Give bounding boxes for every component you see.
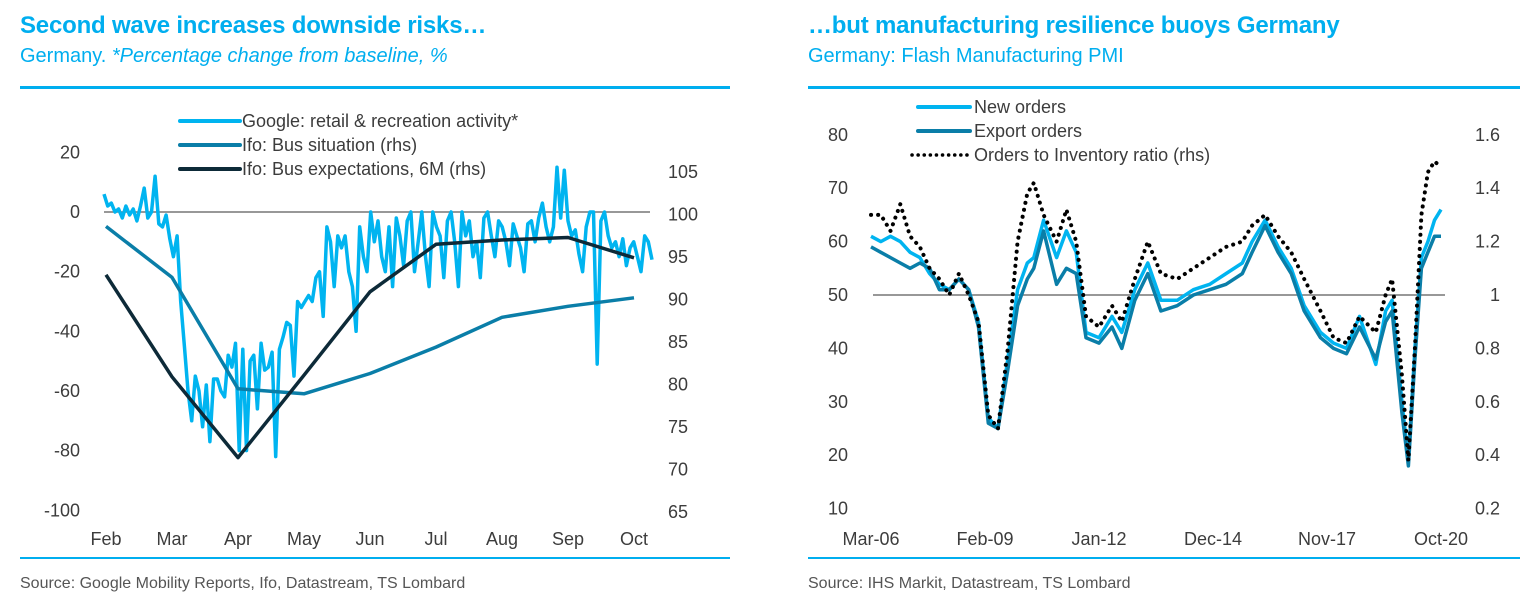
series-google-retail-line xyxy=(102,165,654,459)
x-axis-tick-label: Jan-12 xyxy=(1071,529,1126,549)
left-axis-tick-label: -60 xyxy=(54,381,80,401)
left-axis-tick-label: -80 xyxy=(54,441,80,461)
right-axis-tick-label: 80 xyxy=(668,375,688,395)
left-top-rule xyxy=(20,86,730,89)
left-axis-tick-label: 70 xyxy=(828,178,848,198)
x-axis-tick-label: Sep xyxy=(552,529,584,549)
left-axis-tick-label: 20 xyxy=(60,142,80,162)
legend-label: Ifo: Bus expectations, 6M (rhs) xyxy=(242,159,486,179)
x-axis-tick-label: Mar-06 xyxy=(842,529,899,549)
x-axis-tick-label: Oct xyxy=(620,529,648,549)
x-axis-tick-label: Jun xyxy=(355,529,384,549)
right-axis-tick-label: 1 xyxy=(1490,285,1500,305)
right-subtitle-plain: Germany: Flash Manufacturing PMI xyxy=(808,45,1124,67)
x-axis-tick-label: Apr xyxy=(224,529,252,549)
left-chart-source: Source: Google Mobility Reports, Ifo, Da… xyxy=(20,575,466,592)
right-axis-tick-label: 100 xyxy=(668,205,698,225)
left-chart: 20 0 -20 -40 -60 -80 -100 105 100 95 90 85 80 75 70 65 F… xyxy=(44,111,698,549)
left-axis-tick-label: -100 xyxy=(44,500,80,520)
left-axis-tick-label: 0 xyxy=(70,202,80,222)
legend-label: Ifo: Bus situation (rhs) xyxy=(242,135,417,155)
right-chart-title: …but manufacturing resilience buoys Germ… xyxy=(808,12,1340,39)
left-subtitle-plain: Germany. xyxy=(20,45,107,67)
right-axis-tick-label: 0.4 xyxy=(1475,445,1500,465)
x-axis-tick-label: Feb-09 xyxy=(956,529,1013,549)
x-axis-tick-label: May xyxy=(287,529,321,549)
left-axis-tick-label: 30 xyxy=(828,392,848,412)
legend-label: Export orders xyxy=(974,121,1082,141)
x-axis-tick-label: Dec-14 xyxy=(1184,529,1242,549)
right-axis-tick-label: 0.6 xyxy=(1475,392,1500,412)
x-axis-tick-label: Aug xyxy=(486,529,518,549)
right-axis-tick-label: 1.6 xyxy=(1475,125,1500,145)
series-export-orders-line xyxy=(870,223,1441,468)
left-chart-title: Second wave increases downside risks… xyxy=(20,12,487,39)
series-ifo-bus-expectations-line xyxy=(104,235,635,460)
right-chart-subtitle: Germany: Flash Manufacturing PMI xyxy=(808,45,1124,68)
right-axis-tick-label: 65 xyxy=(668,502,688,522)
x-axis-tick-label: Feb xyxy=(90,529,121,549)
series-orders-inventory-ratio-line xyxy=(869,159,1443,463)
left-chart-subtitle: Germany. *Percentage change from baselin… xyxy=(20,45,448,68)
right-axis-tick-label: 85 xyxy=(668,332,688,352)
series-ifo-bus-situation-line xyxy=(104,225,635,396)
left-bottom-rule xyxy=(20,557,730,559)
x-axis-tick-label: Oct-20 xyxy=(1414,529,1468,549)
left-axis-tick-label: -40 xyxy=(54,321,80,341)
left-axis-tick-label: 80 xyxy=(828,125,848,145)
x-axis-tick-label: Jul xyxy=(424,529,447,549)
right-axis-tick-label: 1.4 xyxy=(1475,178,1500,198)
left-axis-tick-label: 20 xyxy=(828,445,848,465)
left-axis-tick-label: -20 xyxy=(54,262,80,282)
left-subtitle-italic: *Percentage change from baseline, % xyxy=(111,45,448,67)
left-axis-tick-label: 50 xyxy=(828,285,848,305)
right-axis-tick-label: 1.2 xyxy=(1475,232,1500,252)
right-axis-tick-label: 105 xyxy=(668,162,698,182)
left-axis-tick-label: 60 xyxy=(828,232,848,252)
left-axis-tick-label: 40 xyxy=(828,338,848,358)
legend-label: New orders xyxy=(974,97,1066,117)
right-axis-tick-label: 0.8 xyxy=(1475,338,1500,358)
x-axis-tick-label: Nov-17 xyxy=(1298,529,1356,549)
right-axis-tick-label: 75 xyxy=(668,417,688,437)
right-axis-tick-label: 90 xyxy=(668,290,688,310)
legend-label: Orders to Inventory ratio (rhs) xyxy=(974,145,1210,165)
right-chart-source: Source: IHS Markit, Datastream, TS Lomba… xyxy=(808,575,1131,592)
right-bottom-rule xyxy=(808,557,1520,559)
right-axis-tick-label: 0.2 xyxy=(1475,499,1500,519)
left-axis-tick-label: 10 xyxy=(828,499,848,519)
right-axis-tick-label: 70 xyxy=(668,460,688,480)
right-chart: 80 70 60 50 40 30 20 10 1.6 1.4 1.2 1 0.8 0.6 0.4 0.2 Ma… xyxy=(828,97,1500,549)
legend-label: Google: retail & recreation activity* xyxy=(242,111,518,131)
right-axis-tick-label: 95 xyxy=(668,247,688,267)
x-axis-tick-label: Mar xyxy=(157,529,188,549)
right-top-rule xyxy=(808,86,1520,89)
